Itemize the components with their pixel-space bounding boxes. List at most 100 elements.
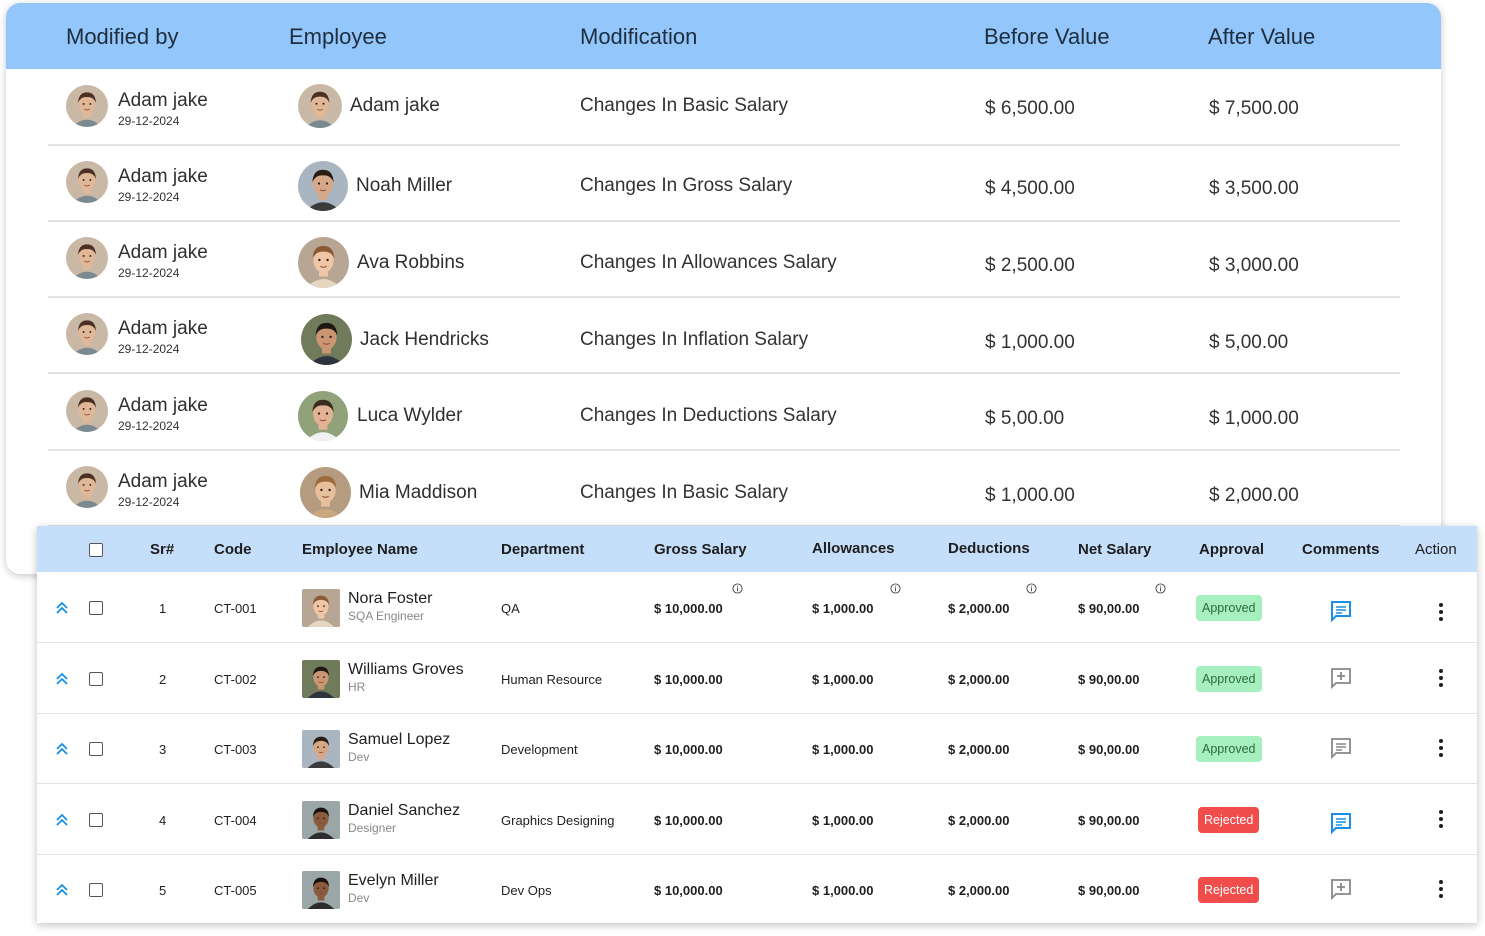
- select-all-checkbox[interactable]: [89, 543, 103, 557]
- comment-outline-icon[interactable]: [1329, 736, 1353, 765]
- more-vertical-icon[interactable]: [1438, 809, 1444, 834]
- info-icon[interactable]: [890, 581, 901, 594]
- deductions: $ 2,000.00: [948, 883, 1010, 898]
- row-sr: 4: [159, 812, 167, 828]
- expand-chevron-up-icon[interactable]: [54, 882, 70, 903]
- employee-role: Designer: [348, 820, 397, 835]
- employee-role: HR: [348, 679, 366, 694]
- status-badge: Approved: [1196, 736, 1262, 762]
- employee-code: CT-001: [214, 601, 257, 616]
- deductions: $ 2,000.00: [948, 601, 1010, 616]
- employee-photo: [302, 871, 340, 909]
- before-value: $ 5,00.00: [985, 408, 1065, 429]
- employee-avatar: [301, 314, 352, 365]
- expand-chevron-up-icon[interactable]: [54, 741, 70, 762]
- deductions: $ 2,000.00: [948, 671, 1010, 687]
- expand-chevron-up-icon[interactable]: [54, 812, 70, 833]
- more-vertical-icon[interactable]: [1438, 602, 1444, 627]
- header-deductions: Deductions: [948, 540, 1030, 557]
- header-employee: Employee: [289, 24, 387, 49]
- employee-code: CT-003: [214, 742, 257, 757]
- status-badge: Rejected: [1198, 806, 1260, 833]
- modifier-avatar: [66, 85, 108, 127]
- row-checkbox[interactable]: [89, 742, 103, 756]
- log-table-row: Adam jake 29-12-2024 Mia Maddison Changes I…: [48, 451, 1400, 527]
- employee-name: Adam jake: [350, 95, 440, 116]
- modification-description: Changes In Inflation Salary: [580, 328, 809, 350]
- row-sr: 3: [159, 742, 167, 757]
- allowances: $ 1,000.00: [812, 883, 874, 898]
- more-vertical-icon[interactable]: [1438, 668, 1444, 693]
- info-icon[interactable]: [732, 581, 743, 594]
- employee-photo: [302, 800, 340, 839]
- modification-description: Changes In Deductions Salary: [580, 405, 837, 426]
- modifier-name: Adam jake: [118, 395, 208, 416]
- table-row: 4 CT-004 Daniel Sanchez Designer Graphics De…: [37, 785, 1477, 855]
- header-modification: Modification: [580, 24, 698, 49]
- modification-date: 29-12-2024: [118, 342, 180, 356]
- employee-avatar: [298, 161, 348, 211]
- comment-add-icon[interactable]: [1329, 877, 1353, 906]
- modification-description: Changes In Basic Salary: [580, 95, 789, 116]
- modifier-name: Adam jake: [118, 471, 208, 492]
- net-salary: $ 90,00.00: [1078, 671, 1140, 687]
- employee-name: Noah Miller: [356, 175, 453, 196]
- employee-name: Jack Hendricks: [360, 328, 489, 350]
- row-checkbox[interactable]: [89, 812, 103, 827]
- employee-name: Luca Wylder: [357, 405, 463, 426]
- more-vertical-icon[interactable]: [1438, 879, 1444, 904]
- row-checkbox[interactable]: [89, 671, 103, 686]
- comment-filled-icon[interactable]: [1329, 599, 1353, 628]
- header-comments: Comments: [1302, 541, 1380, 558]
- modification-date: 29-12-2024: [118, 114, 180, 128]
- row-sr: 1: [159, 601, 167, 616]
- header-approval: Approval: [1199, 541, 1265, 558]
- after-value: $ 7,500.00: [1209, 98, 1299, 119]
- info-icon[interactable]: [1155, 581, 1166, 594]
- modification-date: 29-12-2024: [118, 266, 180, 280]
- expand-chevron-up-icon[interactable]: [54, 600, 70, 621]
- allowances: $ 1,000.00: [812, 742, 874, 757]
- info-icon[interactable]: [1026, 581, 1037, 594]
- employee-code: CT-002: [214, 671, 257, 687]
- header-net-salary: Net Salary: [1078, 541, 1152, 558]
- employee-avatar: [298, 84, 342, 128]
- log-table-row: Adam jake 29-12-2024 Jack Hendricks Changes…: [48, 298, 1400, 374]
- table-row: 2 CT-002 Williams Groves HR Human Resource $ …: [37, 644, 1477, 714]
- employee-role: Dev: [348, 891, 370, 905]
- row-sr: 5: [159, 883, 167, 898]
- gross-salary: $ 10,000.00: [654, 671, 723, 687]
- before-value: $ 1,000.00: [985, 484, 1075, 506]
- status-badge: Approved: [1196, 595, 1262, 621]
- deductions: $ 2,000.00: [948, 812, 1010, 828]
- employee-avatar: [300, 467, 351, 518]
- header-code: Code: [214, 541, 252, 558]
- log-table-row: Adam jake 29-12-2024 Noah Miller Changes In…: [48, 146, 1400, 222]
- header-action: Action: [1415, 541, 1457, 558]
- header-after-value: After Value: [1208, 24, 1316, 49]
- department: Development: [501, 742, 578, 757]
- header-gross-salary: Gross Salary: [654, 541, 747, 558]
- employee-avatar: [298, 391, 348, 441]
- modification-log-card: Modified by Employee Modification Before…: [6, 3, 1441, 574]
- comment-add-icon[interactable]: [1329, 666, 1353, 695]
- row-checkbox[interactable]: [89, 601, 103, 615]
- net-salary: $ 90,00.00: [1078, 883, 1140, 898]
- employee-name: Daniel Sanchez: [348, 801, 461, 819]
- more-vertical-icon[interactable]: [1438, 738, 1444, 763]
- department: Dev Ops: [501, 883, 552, 898]
- modification-description: Changes In Allowances Salary: [580, 251, 837, 273]
- comment-filled-icon[interactable]: [1329, 811, 1353, 840]
- employee-code: CT-004: [214, 812, 257, 828]
- row-checkbox[interactable]: [89, 883, 103, 897]
- modifier-name: Adam jake: [118, 318, 208, 339]
- department: QA: [501, 601, 520, 616]
- payroll-table-card: Sr# Code Employee Name Department Gross …: [37, 526, 1477, 925]
- expand-chevron-up-icon[interactable]: [54, 671, 70, 692]
- row-sr: 2: [159, 671, 167, 687]
- employee-role: Dev: [348, 750, 370, 764]
- net-salary: $ 90,00.00: [1078, 812, 1140, 828]
- allowances: $ 1,000.00: [812, 671, 874, 687]
- modifier-avatar: [66, 237, 108, 279]
- modifier-avatar: [66, 161, 108, 203]
